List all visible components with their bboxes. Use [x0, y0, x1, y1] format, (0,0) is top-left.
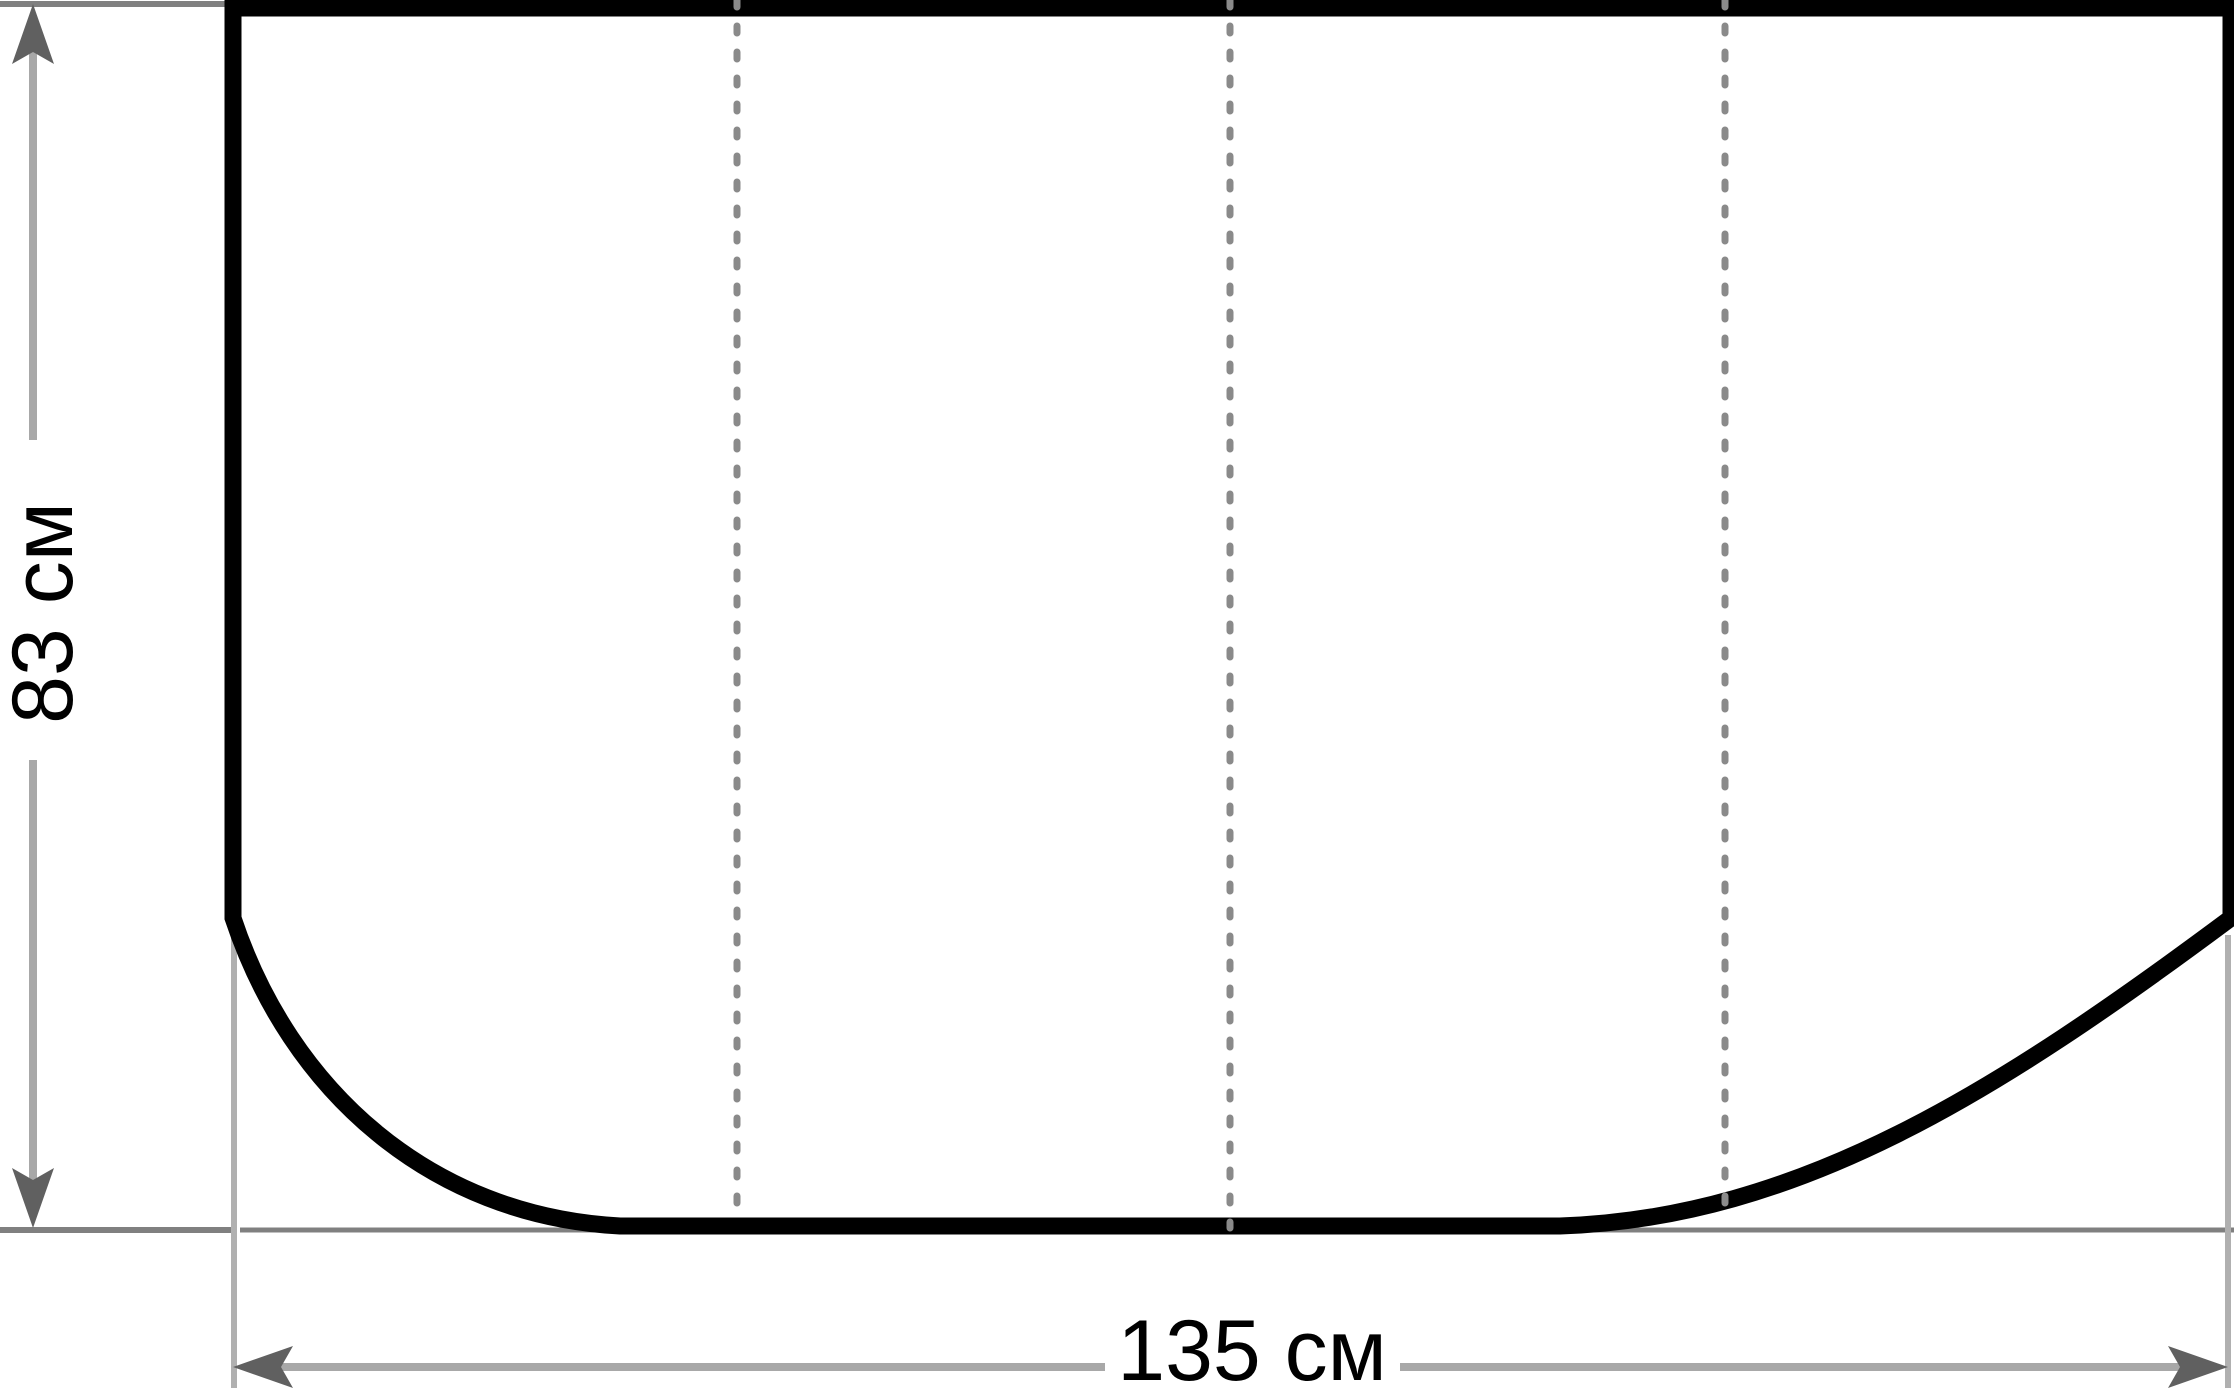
width-dimension-label: 135 см [1117, 1303, 1387, 1388]
height-arrow-up-icon [12, 4, 54, 64]
pattern-outline-path [224, 0, 2234, 1235]
height-dimension-label: 83 см [0, 502, 91, 724]
height-arrow-down-icon [12, 1168, 54, 1228]
width-arrow-right-icon [2168, 1346, 2228, 1388]
width-arrow-left-icon [233, 1346, 293, 1388]
